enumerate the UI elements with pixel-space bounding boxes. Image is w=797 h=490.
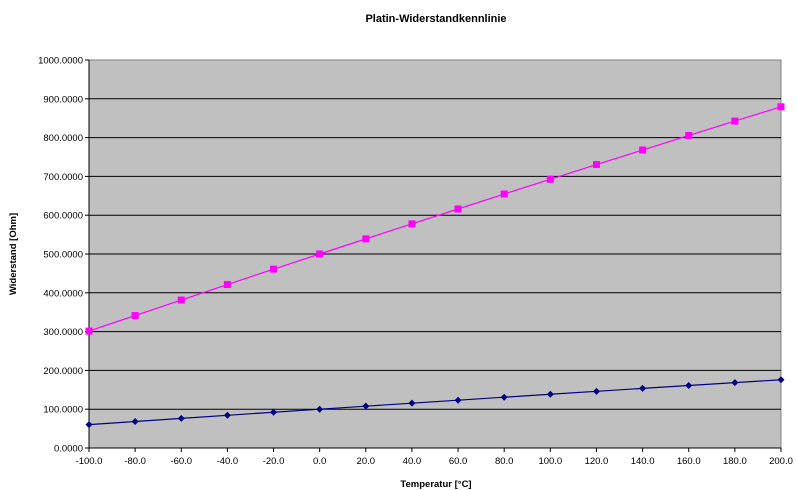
data-point	[731, 379, 739, 387]
x-tick-label: 180.0	[723, 456, 747, 467]
data-point	[685, 131, 693, 139]
x-tick-label: -80.0	[124, 456, 146, 467]
data-point	[454, 396, 462, 404]
y-tick-label: 0.0000	[54, 444, 83, 455]
data-point	[639, 146, 647, 154]
x-tick-label: -100.0	[76, 456, 103, 467]
x-tick-label: 200.0	[769, 456, 793, 467]
data-point	[546, 175, 554, 183]
data-point	[454, 205, 462, 213]
series-line	[88, 106, 782, 332]
data-point	[223, 281, 231, 289]
data-point	[85, 327, 93, 335]
y-axis-title: Widerstand [Ohm]	[8, 213, 19, 295]
data-point	[177, 414, 185, 422]
data-point	[500, 393, 508, 401]
data-point	[131, 417, 139, 425]
data-point	[685, 381, 693, 389]
x-tick-label: 0.0	[313, 456, 326, 467]
y-tick-label: 500.0000	[43, 250, 83, 261]
x-tick-label: 40.0	[403, 456, 422, 467]
data-point	[408, 220, 416, 228]
y-tick-label: 800.0000	[43, 133, 83, 144]
x-axis-title: Temperatur [°C]	[400, 479, 471, 490]
y-tick-label: 1000.0000	[38, 56, 83, 67]
series-1	[85, 376, 785, 429]
data-point	[408, 399, 416, 407]
data-point	[316, 405, 324, 413]
x-tick-label: 80.0	[495, 456, 514, 467]
data-point	[592, 387, 600, 395]
y-tick-label: 900.0000	[43, 94, 83, 105]
x-tick-label: -20.0	[263, 456, 285, 467]
data-point	[777, 103, 785, 111]
y-tick-label: 200.0000	[43, 366, 83, 377]
data-point	[362, 402, 370, 410]
y-tick-label: 700.0000	[43, 172, 83, 183]
chart-title: Platin-Widerstandkennlinie	[365, 13, 506, 25]
data-point	[85, 421, 93, 429]
data-point	[362, 235, 370, 243]
data-point	[639, 384, 647, 392]
data-point	[731, 117, 739, 125]
data-point	[270, 265, 278, 273]
x-tick-label: -40.0	[217, 456, 239, 467]
data-point	[500, 190, 508, 198]
series-2	[85, 103, 785, 335]
data-point	[270, 408, 278, 416]
y-tick-label: 600.0000	[43, 211, 83, 222]
data-point	[777, 376, 785, 384]
x-tick-label: 20.0	[357, 456, 376, 467]
data-point	[223, 411, 231, 419]
y-tick-label: 300.0000	[43, 327, 83, 338]
y-tick-label: 400.0000	[43, 288, 83, 299]
data-point	[592, 161, 600, 169]
series-line	[88, 379, 782, 426]
data-point	[546, 390, 554, 398]
x-tick-label: 60.0	[449, 456, 468, 467]
y-tick-label: 100.0000	[43, 405, 83, 416]
x-tick-label: 140.0	[631, 456, 655, 467]
x-tick-label: 160.0	[677, 456, 701, 467]
data-point	[177, 296, 185, 304]
data-point	[131, 312, 139, 320]
x-tick-label: 100.0	[538, 456, 562, 467]
x-tick-label: 120.0	[585, 456, 609, 467]
data-point	[316, 250, 324, 258]
x-tick-label: -60.0	[170, 456, 192, 467]
